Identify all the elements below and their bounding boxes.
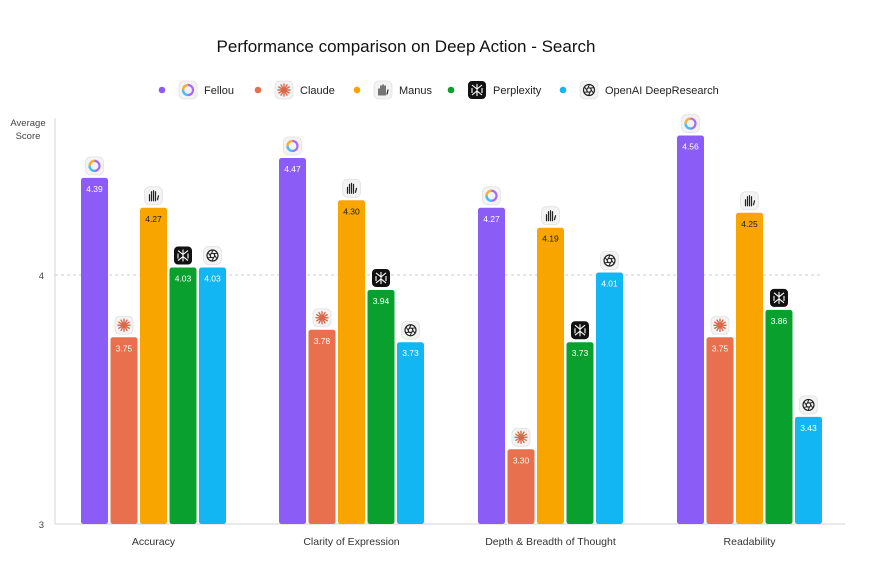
bar — [478, 207, 505, 524]
fellou-ring-icon — [681, 114, 700, 133]
category-label: Readability — [724, 536, 777, 548]
bar-value-label: 4.03 — [204, 274, 221, 284]
y-tick-label: 4 — [39, 271, 44, 282]
bar-value-label: 3.43 — [800, 423, 817, 433]
bar — [765, 309, 793, 524]
bar — [338, 200, 365, 525]
bar-value-label: 4.03 — [175, 274, 192, 284]
bar-value-label: 4.39 — [86, 184, 103, 194]
legend-swatch — [559, 86, 567, 94]
bar-value-label: 3.75 — [712, 343, 729, 353]
legend-swatch — [158, 86, 166, 94]
claude-sunburst-icon — [274, 80, 294, 100]
perplexity-logo-icon — [770, 288, 788, 307]
perplexity-logo-icon — [372, 268, 390, 287]
fellou-ring-icon — [482, 186, 501, 206]
category-labels: Accuracy Clarity of Expression Depth & Bre… — [132, 536, 776, 548]
manus-hand-icon — [144, 186, 163, 206]
chart-title: Performance comparison on Deep Action - … — [217, 37, 596, 56]
perplexity-logo-icon — [468, 81, 486, 99]
claude-sunburst-icon — [312, 308, 332, 328]
legend-swatch — [353, 86, 361, 94]
bar — [397, 342, 424, 524]
legend-item: OpenAI DeepResearch — [559, 80, 719, 100]
category-label: Depth & Breadth of Thought — [485, 536, 616, 548]
fellou-ring-icon — [178, 80, 198, 100]
legend-item: Claude — [254, 80, 335, 100]
bar-value-label: 4.19 — [542, 234, 559, 244]
bar — [169, 267, 197, 524]
bar — [795, 416, 822, 524]
bar — [736, 212, 763, 524]
fellou-ring-icon — [85, 156, 104, 176]
legend-label: Perplexity — [493, 85, 542, 97]
legend-item: Manus — [353, 80, 433, 100]
perplexity-logo-icon — [174, 246, 192, 265]
openai-knot-icon — [579, 80, 599, 100]
bar — [367, 289, 395, 524]
bar — [537, 227, 564, 524]
bar-value-label: 3.94 — [373, 296, 390, 306]
y-tick-label: 3 — [39, 520, 44, 531]
bar-value-label: 4.01 — [601, 279, 618, 289]
legend-swatch — [447, 86, 455, 94]
bar-value-label: 3.86 — [771, 316, 788, 326]
bars: 4.39 3.75 4.27 4.03 4.03 4.47 3.78 4.30 3.94 3.73… — [81, 114, 822, 525]
bar-value-label: 4.27 — [483, 214, 500, 224]
openai-knot-icon — [401, 320, 420, 340]
manus-hand-icon — [740, 191, 759, 211]
claude-sunburst-icon — [710, 315, 730, 335]
legend-item: Perplexity — [447, 81, 542, 99]
bar-value-label: 3.78 — [314, 336, 331, 346]
openai-knot-icon — [203, 246, 222, 265]
bar-value-label: 4.56 — [682, 142, 699, 152]
openai-knot-icon — [799, 395, 818, 415]
bar — [81, 177, 108, 524]
fellou-ring-icon — [283, 136, 302, 156]
openai-knot-icon — [600, 251, 619, 270]
legend-label: OpenAI DeepResearch — [605, 85, 719, 97]
bar — [677, 135, 704, 524]
legend-item: Fellou — [158, 80, 234, 100]
manus-hand-icon — [373, 80, 393, 100]
bar — [279, 157, 306, 524]
bar — [199, 267, 226, 524]
legend: Fellou Claude Manus Perplexity OpenAI DeepRe… — [158, 80, 719, 100]
bar-value-label: 3.75 — [116, 343, 133, 353]
bar — [706, 337, 734, 524]
manus-hand-icon — [541, 206, 560, 226]
bar-value-label: 3.73 — [572, 348, 589, 358]
bar-value-label: 4.30 — [343, 206, 360, 216]
bar — [140, 207, 167, 524]
bar — [308, 329, 336, 524]
y-axis-label: Average Score — [10, 118, 45, 142]
bar — [110, 337, 138, 524]
bar — [507, 449, 535, 524]
bar-value-label: 4.25 — [741, 219, 758, 229]
bar-value-label: 3.73 — [402, 348, 419, 358]
legend-label: Fellou — [204, 85, 234, 97]
category-label: Clarity of Expression — [303, 536, 399, 548]
legend-label: Manus — [399, 85, 433, 97]
bar — [566, 342, 594, 524]
perplexity-logo-icon — [571, 321, 589, 340]
legend-label: Claude — [300, 85, 335, 97]
bar-value-label: 4.27 — [145, 214, 162, 224]
claude-sunburst-icon — [511, 427, 531, 447]
bar-value-label: 4.47 — [284, 164, 301, 174]
bar — [596, 272, 623, 524]
manus-hand-icon — [342, 178, 361, 198]
bar-value-label: 3.30 — [513, 455, 530, 465]
legend-swatch — [254, 86, 262, 94]
claude-sunburst-icon — [114, 315, 134, 335]
category-label: Accuracy — [132, 536, 176, 548]
